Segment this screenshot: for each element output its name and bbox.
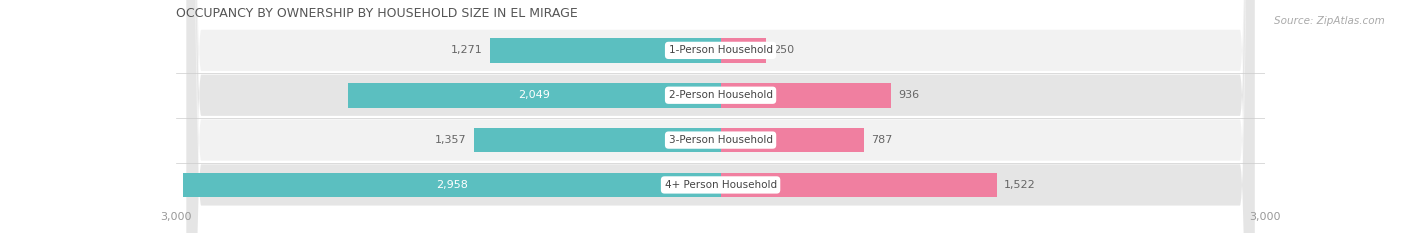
Text: 250: 250 [773, 45, 794, 55]
Text: 2-Person Household: 2-Person Household [669, 90, 772, 100]
Text: 2,049: 2,049 [519, 90, 551, 100]
Text: 1,522: 1,522 [1004, 180, 1036, 190]
Text: Source: ZipAtlas.com: Source: ZipAtlas.com [1274, 16, 1385, 26]
Bar [721, 38, 766, 63]
Text: OCCUPANCY BY OWNERSHIP BY HOUSEHOLD SIZE IN EL MIRAGE: OCCUPANCY BY OWNERSHIP BY HOUSEHOLD SIZE… [176, 7, 578, 20]
Text: 787: 787 [870, 135, 893, 145]
FancyBboxPatch shape [187, 0, 1254, 233]
Bar [721, 83, 890, 108]
Text: 3-Person Household: 3-Person Household [669, 135, 772, 145]
Bar [474, 128, 721, 152]
Text: 1,357: 1,357 [436, 135, 467, 145]
FancyBboxPatch shape [187, 0, 1254, 233]
FancyBboxPatch shape [187, 0, 1254, 233]
Text: 936: 936 [898, 90, 920, 100]
Text: 4+ Person Household: 4+ Person Household [665, 180, 776, 190]
Bar [721, 128, 863, 152]
Text: 1,271: 1,271 [451, 45, 482, 55]
Text: 2,958: 2,958 [436, 180, 468, 190]
Bar [349, 83, 721, 108]
Bar [721, 173, 997, 197]
Text: 1-Person Household: 1-Person Household [669, 45, 772, 55]
Bar [183, 173, 721, 197]
FancyBboxPatch shape [187, 0, 1254, 233]
Bar [489, 38, 721, 63]
